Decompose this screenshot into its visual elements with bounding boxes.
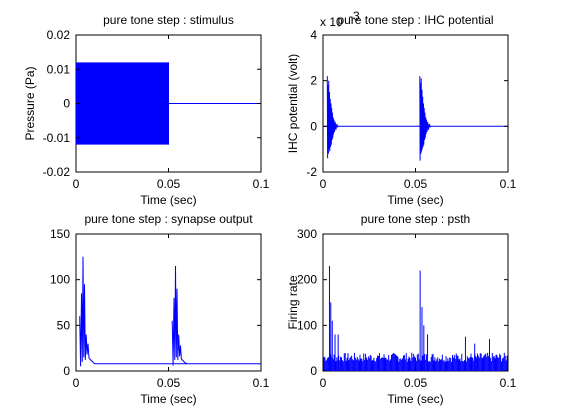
plot-area bbox=[323, 265, 508, 371]
y-tick-label: 150 bbox=[50, 227, 70, 241]
y-axis-label: Firing rate bbox=[286, 275, 300, 329]
x-axis-label: Time (sec) bbox=[140, 392, 196, 406]
x-tick-label: 0.1 bbox=[253, 376, 270, 390]
y-axis-label: IHC potential (volt) bbox=[286, 54, 300, 153]
series-line bbox=[171, 265, 188, 366]
y-tick-label: 50 bbox=[57, 318, 71, 332]
x-axis-label: Time (sec) bbox=[387, 392, 443, 406]
axis-exponent-label: x 10 bbox=[320, 15, 343, 29]
plot-area bbox=[76, 62, 261, 145]
y-tick-label: 0.01 bbox=[47, 62, 71, 76]
y-tick-label: 0 bbox=[63, 364, 70, 378]
y-tick-label: 100 bbox=[50, 273, 70, 287]
chart-panel-1: 0 0.05 0.1 -0.02 -0.01 0 0.01 0.02 pure tone ste… bbox=[23, 13, 270, 207]
x-axis-label: Time (sec) bbox=[387, 193, 443, 207]
chart-panel-4: 0 0.05 0.1 0 100 200 300 pure tone step : psth T… bbox=[286, 212, 517, 406]
y-tick-label: 4 bbox=[310, 28, 317, 42]
chart-title: pure tone step : synapse output bbox=[84, 212, 253, 226]
x-axis-label: Time (sec) bbox=[140, 193, 196, 207]
chart-title: pure tone step : stimulus bbox=[103, 13, 234, 27]
x-tick-label: 0.05 bbox=[157, 177, 181, 191]
plot-area bbox=[79, 256, 261, 367]
y-tick-label: 0.02 bbox=[47, 28, 71, 42]
x-tick-label: 0 bbox=[320, 376, 327, 390]
y-tick-label: -2 bbox=[306, 165, 317, 179]
stimulus-band bbox=[76, 62, 169, 145]
chart-title: pure tone step : IHC potential bbox=[337, 13, 493, 27]
series-line bbox=[419, 76, 431, 161]
y-tick-label: 200 bbox=[297, 273, 317, 287]
y-tick-label: 300 bbox=[297, 227, 317, 241]
x-tick-label: 0.1 bbox=[500, 177, 517, 191]
y-tick-label: -0.01 bbox=[43, 131, 71, 145]
x-tick-label: 0 bbox=[73, 177, 80, 191]
y-tick-label: 0 bbox=[310, 119, 317, 133]
y-tick-label: 100 bbox=[297, 318, 317, 332]
y-tick-label: -0.02 bbox=[43, 165, 71, 179]
x-tick-label: 0.05 bbox=[404, 376, 428, 390]
chart-title: pure tone step : psth bbox=[361, 212, 470, 226]
x-tick-label: 0 bbox=[320, 177, 327, 191]
x-tick-label: 0.1 bbox=[253, 177, 270, 191]
y-tick-label: 0 bbox=[310, 364, 317, 378]
chart-panel-3: 0 0.05 0.1 0 50 100 150 pure tone step : synaps… bbox=[50, 212, 270, 406]
plot-area bbox=[323, 76, 508, 161]
y-tick-label: 0 bbox=[63, 97, 70, 111]
series-line bbox=[326, 76, 339, 159]
x-tick-label: 0 bbox=[73, 376, 80, 390]
x-tick-label: 0.1 bbox=[500, 376, 517, 390]
y-tick-label: 2 bbox=[310, 74, 317, 88]
x-tick-label: 0.05 bbox=[157, 376, 181, 390]
axis-exponent-power: -3 bbox=[349, 9, 360, 23]
x-tick-label: 0.05 bbox=[404, 177, 428, 191]
y-axis-label: Pressure (Pa) bbox=[23, 66, 37, 140]
series-line bbox=[79, 256, 261, 367]
